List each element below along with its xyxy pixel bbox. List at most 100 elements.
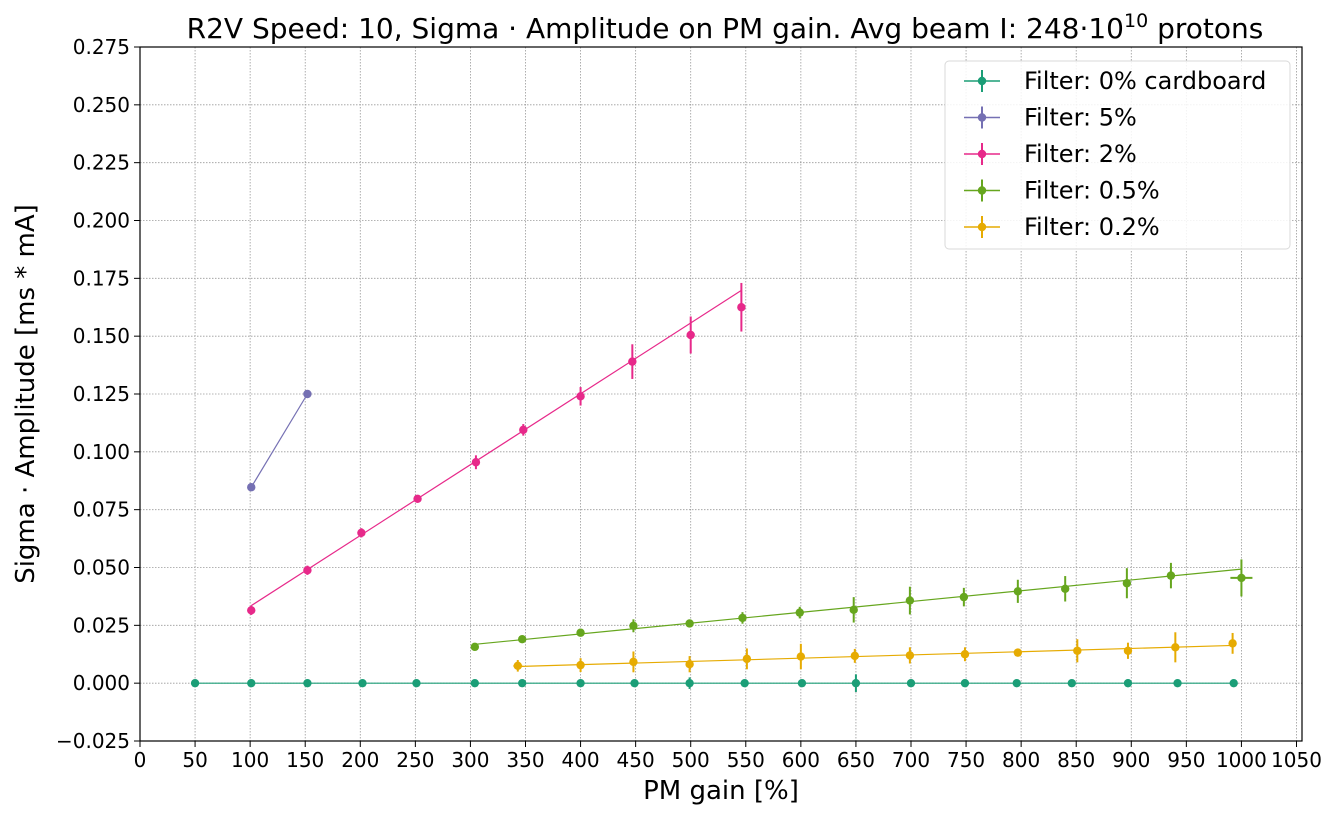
- data-point: [357, 528, 366, 537]
- legend-marker: [977, 149, 987, 159]
- data-point: [517, 635, 527, 644]
- x-tick-label: 900: [1112, 748, 1150, 772]
- x-tick-label: 650: [837, 748, 875, 772]
- legend-item: Filter: 0% cardboard: [964, 67, 1266, 95]
- x-tick-label: 50: [182, 748, 207, 772]
- x-tick-label: 200: [341, 748, 379, 772]
- y-axis: −0.025 0.000 0.025 0.050 0.075 0.100 0.125 0.15…: [56, 35, 140, 753]
- y-tick-label: 0.100: [73, 440, 130, 464]
- data-point: [303, 389, 312, 399]
- data-point: [797, 678, 807, 688]
- data-point: [1123, 678, 1133, 688]
- x-tick-label: 1050: [1271, 748, 1322, 772]
- y-tick-label: −0.025: [56, 729, 130, 753]
- legend-item: Filter: 5%: [964, 104, 1137, 132]
- data-point: [738, 613, 747, 623]
- series-0: [190, 674, 1238, 692]
- data-point: [905, 596, 915, 605]
- data-point: [1013, 587, 1023, 596]
- legend-label: Filter: 0.2%: [1024, 213, 1160, 241]
- x-tick-label: 550: [727, 748, 765, 772]
- data-point: [905, 651, 915, 660]
- x-tick-label: 700: [892, 748, 930, 772]
- fit-line: [250, 289, 742, 607]
- data-point: [1123, 646, 1133, 655]
- y-tick-label: 0.000: [73, 671, 130, 695]
- y-tick-label: 0.275: [73, 35, 130, 59]
- legend-marker: [977, 222, 987, 232]
- legend-marker: [977, 76, 987, 86]
- legend-label: Filter: 0% cardboard: [1024, 67, 1266, 95]
- data-point: [960, 650, 970, 659]
- x-tick-label: 600: [782, 748, 820, 772]
- data-point: [1228, 639, 1237, 648]
- data-point: [576, 660, 585, 670]
- data-point: [851, 678, 861, 688]
- data-point: [906, 678, 916, 688]
- data-point: [959, 592, 969, 602]
- x-tick-label: 150: [286, 748, 324, 772]
- data-point: [513, 661, 522, 671]
- data-point: [519, 425, 528, 435]
- data-point: [517, 678, 527, 688]
- y-tick-label: 0.025: [73, 613, 130, 637]
- y-tick-label: 0.225: [73, 151, 130, 175]
- y-tick-label: 0.250: [73, 93, 130, 117]
- y-tick-label: 0.150: [73, 324, 130, 348]
- fit-line: [474, 568, 1242, 645]
- data-point: [742, 654, 752, 664]
- data-point: [685, 659, 694, 669]
- data-point: [850, 651, 860, 661]
- data-point: [413, 494, 422, 503]
- data-point: [629, 657, 638, 667]
- data-point: [471, 458, 481, 467]
- data-point: [1229, 678, 1238, 688]
- x-tick-label: 400: [561, 748, 599, 772]
- data-point: [740, 678, 749, 688]
- x-tick-label: 450: [617, 748, 655, 772]
- data-point: [686, 330, 695, 340]
- data-point: [685, 678, 694, 688]
- series-1: [247, 389, 312, 492]
- data-point: [1067, 678, 1077, 688]
- y-tick-label: 0.200: [73, 209, 130, 233]
- series-2: [247, 282, 746, 615]
- legend-label: Filter: 2%: [1024, 140, 1137, 168]
- x-tick-label: 100: [231, 748, 269, 772]
- legend: Filter: 0% cardboard Filter: 5% Filter: 2%…: [944, 60, 1291, 250]
- data-point: [685, 619, 694, 628]
- y-axis-label: Sigma · Amplitude [ms * mA]: [11, 204, 41, 584]
- data-point: [412, 678, 421, 688]
- series-3: [470, 559, 1253, 652]
- x-axis: 0 50 100 150 200 250 300 350 400 450 500 550 600 650 7…: [134, 741, 1322, 772]
- data-point: [1122, 579, 1132, 588]
- title-main: R2V Speed: 10, Sigma · Amplitude on PM g…: [187, 12, 1124, 45]
- data-point: [247, 483, 256, 492]
- y-tick-label: 0.075: [73, 498, 130, 522]
- data-point: [1073, 646, 1082, 655]
- data-point: [358, 678, 367, 688]
- legend-item: Filter: 2%: [964, 140, 1137, 168]
- data-point: [1237, 573, 1246, 583]
- x-tick-label: 1000: [1216, 748, 1267, 772]
- x-tick-label: 500: [672, 748, 710, 772]
- data-point: [1013, 648, 1023, 657]
- x-axis-label: PM gain [%]: [643, 776, 799, 806]
- fit-line: [250, 393, 308, 488]
- data-point: [576, 628, 585, 637]
- legend-marker: [977, 113, 987, 122]
- x-tick-label: 300: [451, 748, 489, 772]
- x-tick-label: 850: [1057, 748, 1095, 772]
- x-tick-label: 250: [396, 748, 434, 772]
- data-point: [1012, 678, 1021, 688]
- data-point: [1060, 584, 1070, 593]
- series-layer: [190, 282, 1253, 692]
- chart-title: R2V Speed: 10, Sigma · Amplitude on PM g…: [187, 10, 1264, 45]
- legend-label: Filter: 5%: [1024, 104, 1137, 132]
- x-tick-label: 750: [947, 748, 985, 772]
- data-point: [247, 606, 256, 615]
- data-point: [628, 357, 637, 366]
- x-tick-label: 0: [134, 748, 147, 772]
- legend-label: Filter: 0.5%: [1024, 177, 1160, 205]
